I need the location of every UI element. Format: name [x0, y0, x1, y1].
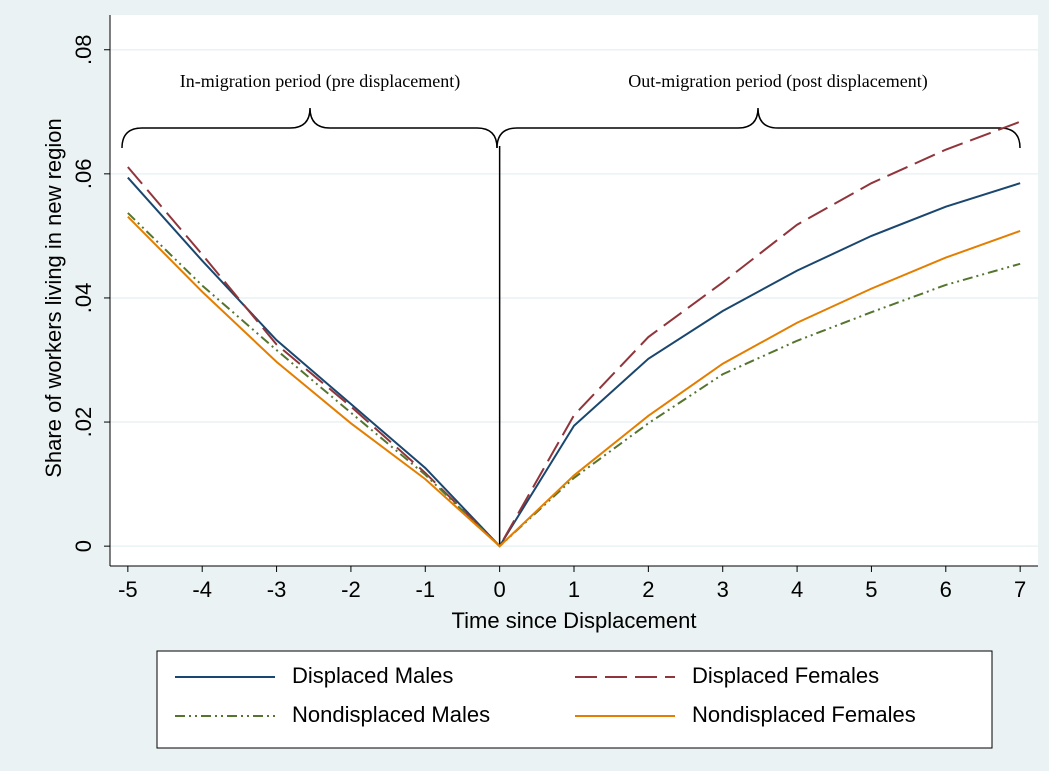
series-line	[127, 212, 1021, 548]
x-tick-label: -2	[341, 577, 361, 602]
brace	[121, 107, 498, 149]
legend-label: Displaced Males	[292, 663, 453, 688]
legend-label: Nondisplaced Males	[292, 702, 490, 727]
x-tick-label: 0	[494, 577, 506, 602]
x-axis-label: Time since Displacement	[452, 608, 697, 633]
y-tick-label: .04	[71, 283, 96, 314]
x-tick-label: -3	[267, 577, 287, 602]
x-tick-label: -5	[118, 577, 138, 602]
plot-area	[110, 15, 1038, 566]
x-tick-label: 3	[717, 577, 729, 602]
annotation: Out-migration period (post displacement)	[628, 71, 927, 92]
legend-label: Nondisplaced Females	[692, 702, 916, 727]
x-tick-label: 4	[791, 577, 803, 602]
y-tick-label: .08	[71, 34, 96, 65]
series-line	[127, 120, 1021, 548]
annotation: In-migration period (pre displacement)	[180, 71, 460, 92]
series-line	[127, 176, 1021, 548]
brace	[496, 107, 1021, 149]
y-tick-label: .02	[71, 407, 96, 438]
x-tick-label: 1	[568, 577, 580, 602]
y-axis-label: Share of workers living in new region	[41, 118, 66, 478]
y-tick-label: 0	[71, 540, 96, 552]
x-tick-label: 6	[940, 577, 952, 602]
legend	[156, 650, 993, 749]
series-line	[127, 215, 1021, 548]
x-tick-label: -4	[192, 577, 212, 602]
x-tick-label: 2	[642, 577, 654, 602]
legend-label: Displaced Females	[692, 663, 879, 688]
y-tick-label: .06	[71, 159, 96, 190]
x-tick-label: -1	[416, 577, 436, 602]
x-tick-label: 7	[1014, 577, 1026, 602]
x-tick-label: 5	[865, 577, 877, 602]
